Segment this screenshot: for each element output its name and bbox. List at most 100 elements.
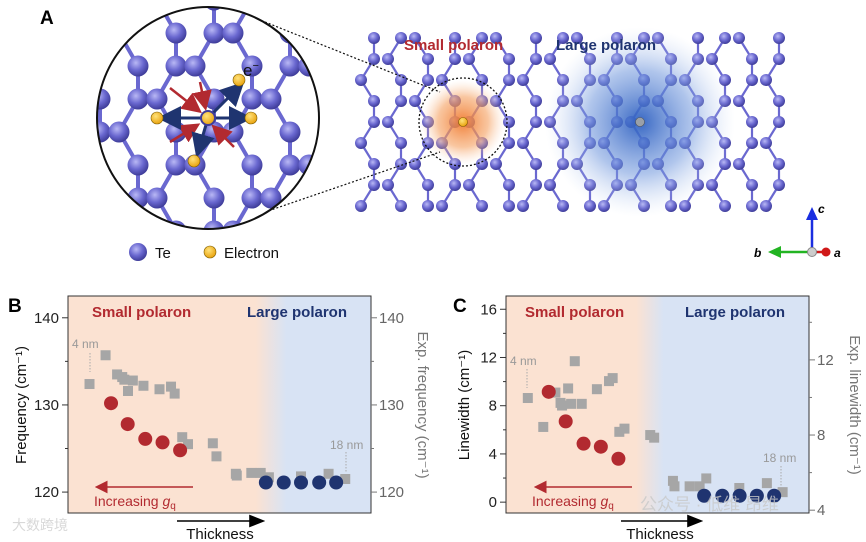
te-atom [719,32,731,44]
exp-data-point [100,350,111,361]
electron-legend-label: Electron [224,245,279,262]
large-polaron-point [329,475,344,490]
small-polaron-point [593,439,608,454]
te-atom [317,7,319,11]
te-atom [368,95,380,107]
te-atom [317,187,319,209]
te-atom [422,53,434,65]
te-bond [97,164,102,199]
y-axis-right-label-c: Exp. linewidth (cm⁻¹) [846,335,863,475]
te-atom [395,32,407,44]
small-polaron-label: Small polaron [404,37,503,54]
te-atom [409,95,421,107]
te-atom [760,74,772,86]
te-atom [184,55,206,77]
te-atom [203,22,225,44]
y-right-tick-label: 140 [379,310,404,327]
te-legend-label: Te [155,245,171,262]
y-tick-label: 130 [34,397,59,414]
exp-data-point [119,374,130,385]
te-atom [557,200,569,212]
annotation-18nm-b: 18 nm [330,438,363,452]
te-atom [317,121,319,143]
y-tick-label: 8 [489,398,497,415]
te-atom [165,22,187,44]
exp-data-point [211,451,222,462]
te-atom [773,158,785,170]
small-polaron-point [104,396,119,411]
te-atom [476,74,488,86]
electron [244,111,258,125]
te-atom [97,220,111,229]
te-atom [97,187,111,209]
electron [232,73,246,87]
te-atom [544,53,556,65]
exp-data-point [122,385,133,396]
c-axis-arrowhead [806,207,818,220]
te-atom [476,158,488,170]
crystal-axes: c b a [754,202,841,260]
te-atom [203,220,225,229]
te-atom [463,53,475,65]
te-atom [382,116,394,128]
small-polaron-point [576,436,591,451]
te-atom [165,55,187,77]
te-atom [733,158,745,170]
panel-letter-a: A [40,8,54,29]
te-atom [530,158,542,170]
exp-data-point [614,426,625,437]
te-atom [203,187,225,209]
exp-data-point [84,379,95,390]
te-atom [368,116,380,128]
exp-data-point [138,380,149,391]
te-atom [719,200,731,212]
annotation-18nm-c: 18 nm [763,451,796,465]
y-tick-label: 12 [480,349,497,366]
large-polaron-point [294,475,309,490]
te-atom [422,179,434,191]
panel-b-chart: 120 130 140 120 130 140 B Small polaron Large… [8,295,431,542]
exp-data-point [154,384,165,395]
small-polaron-point [173,443,188,458]
exp-data-point [649,432,660,443]
te-atom [127,7,149,11]
zoom-connector-bottom [264,151,441,213]
te-atom [127,154,149,176]
te-atom [746,74,758,86]
te-atom [557,32,569,44]
exp-data-point [323,468,334,479]
b-axis-arrowhead [768,246,781,258]
te-atom [395,74,407,86]
data-marks-b [84,350,351,490]
y-axis-label-c: Linewidth (cm⁻¹) [456,350,473,460]
small-polaron-point [155,435,170,450]
exp-data-point [777,487,788,498]
te-atom [490,32,502,44]
te-atom [503,74,515,86]
electron-small-polaron [458,117,468,127]
te-atom [382,179,394,191]
te-atom [746,137,758,149]
exp-data-point [694,481,705,492]
te-atom [395,137,407,149]
te-atom [773,95,785,107]
te-atom [571,32,583,44]
watermark-right: 公众号 · 低维 昂维 [640,495,779,514]
te-atom [517,74,529,86]
exp-data-point [566,398,577,409]
te-atom [746,179,758,191]
te-atom [733,95,745,107]
exp-data-point [231,470,242,481]
exp-data-point [591,384,602,395]
te-atom [355,137,367,149]
large-polaron-point [312,475,327,490]
te-atom [241,55,263,77]
exp-data-point [255,467,266,478]
y-right-tick-label: 8 [817,427,825,444]
exp-data-point [684,481,695,492]
exp-data-point [166,381,177,392]
exp-data-point [576,398,587,409]
te-atom [409,32,421,44]
large-polaron-point [276,475,291,490]
te-atom [503,179,515,191]
